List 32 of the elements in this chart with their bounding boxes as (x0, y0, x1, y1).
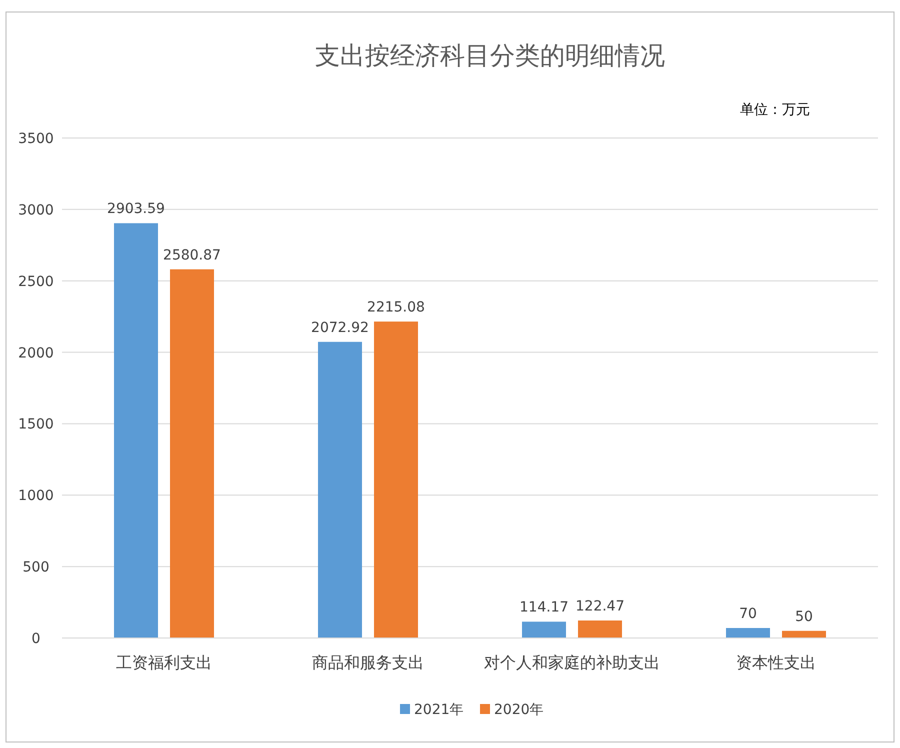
y-tick-label: 2500 (18, 274, 54, 290)
bar (782, 630, 826, 638)
y-tick-label: 2000 (18, 345, 54, 362)
text: 单位：万元 (740, 102, 810, 118)
y-tick-label: 1500 (18, 416, 54, 433)
chart-title: 支出按经济科目分类的明细情况 (315, 41, 665, 70)
legend-label: 2021年 (414, 702, 464, 718)
y-tick-label: 1000 (18, 488, 54, 504)
data-label: 70 (739, 606, 757, 622)
data-label: 122.47 (576, 598, 624, 615)
bar (170, 269, 214, 638)
bar (522, 622, 566, 638)
y-tick-label: 3500 (18, 131, 54, 147)
data-label: 2072.92 (311, 320, 369, 336)
data-label: 50 (795, 608, 813, 625)
y-tick-label: 3000 (18, 202, 54, 218)
bar (374, 322, 418, 638)
y-tick-label: 500 (22, 560, 50, 576)
y-tick-label: 0 (32, 631, 40, 647)
x-tick-label: 资本性支出 (736, 653, 816, 672)
x-tick-label: 商品和服务支出 (312, 653, 424, 672)
bar (318, 342, 362, 638)
bar (114, 223, 158, 638)
x-tick-label: 对个人和家庭的补助支出 (484, 653, 660, 672)
data-label: 2215.08 (367, 300, 425, 316)
data-label: 114.17 (520, 600, 568, 616)
x-tick-label: 工资福利支出 (116, 653, 212, 672)
data-label: 2903.59 (107, 201, 165, 218)
legend-label: 2020年 (494, 702, 544, 718)
bar (578, 620, 622, 638)
bar (726, 628, 770, 638)
data-label: 2580.87 (163, 247, 221, 264)
